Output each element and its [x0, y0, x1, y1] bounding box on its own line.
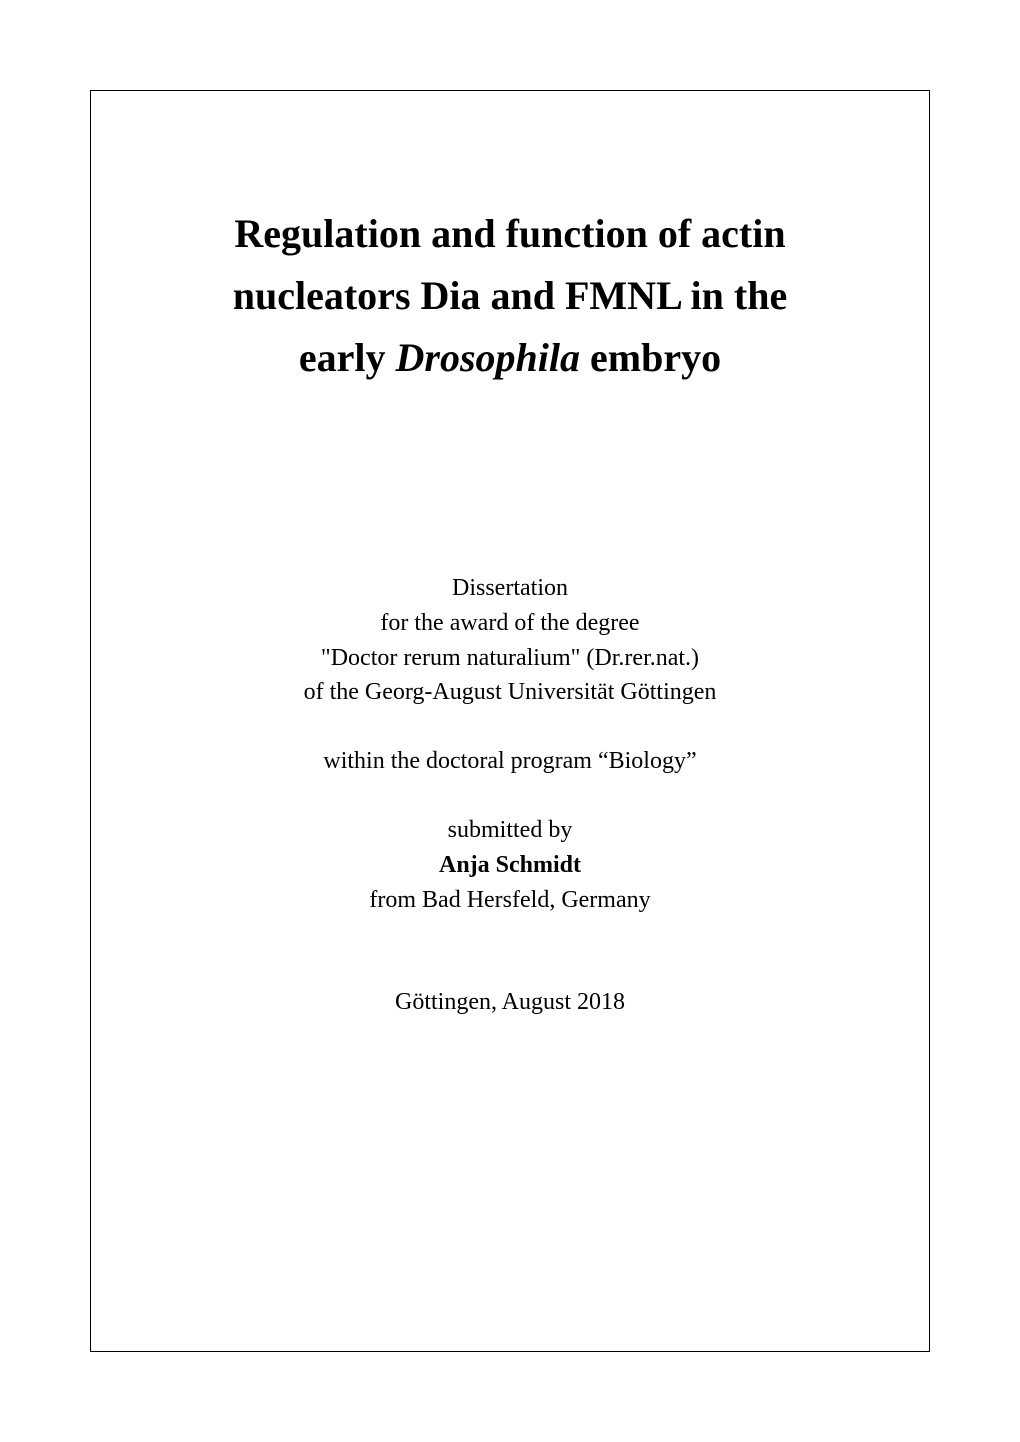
- doctoral-program: within the doctoral program “Biology”: [323, 744, 696, 779]
- title-line-3-part-1: early: [299, 335, 396, 380]
- author-name: Anja Schmidt: [369, 848, 650, 883]
- title-line-3: early Drosophila embryo: [233, 327, 787, 389]
- dissertation-info: Dissertation for the award of the degree…: [304, 571, 717, 710]
- title-line-2: nucleators Dia and FMNL in the: [233, 265, 787, 327]
- place-date: Göttingen, August 2018: [395, 985, 625, 1020]
- title-line-3-part-3: embryo: [580, 335, 721, 380]
- program-line: within the doctoral program “Biology”: [323, 744, 696, 779]
- info-line-university: of the Georg-August Universität Göttinge…: [304, 675, 717, 710]
- info-line-award: for the award of the degree: [304, 606, 717, 641]
- place-date-text: Göttingen, August 2018: [395, 985, 625, 1020]
- title-line-3-italic: Drosophila: [396, 335, 581, 380]
- submitted-by-label: submitted by: [369, 813, 650, 848]
- title-line-1: Regulation and function of actin: [233, 203, 787, 265]
- dissertation-title: Regulation and function of actin nucleat…: [233, 203, 787, 389]
- page: Regulation and function of actin nucleat…: [0, 0, 1020, 1442]
- author-origin: from Bad Hersfeld, Germany: [369, 883, 650, 918]
- submitted-by-block: submitted by Anja Schmidt from Bad Hersf…: [369, 813, 650, 917]
- info-line-degree: "Doctor rerum naturalium" (Dr.rer.nat.): [304, 641, 717, 676]
- title-page-frame: Regulation and function of actin nucleat…: [90, 90, 930, 1352]
- info-line-dissertation: Dissertation: [304, 571, 717, 606]
